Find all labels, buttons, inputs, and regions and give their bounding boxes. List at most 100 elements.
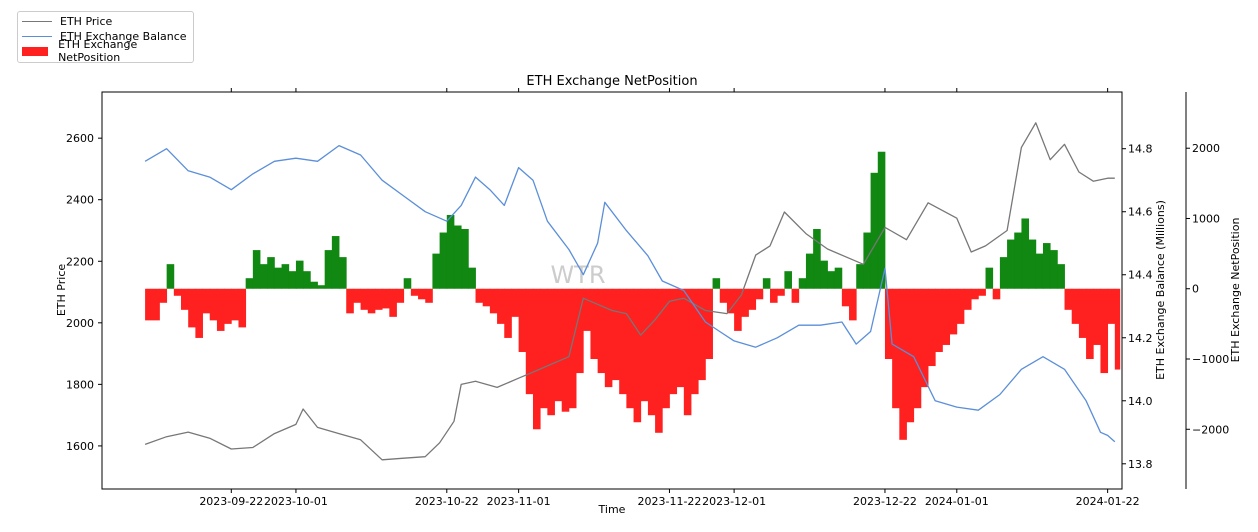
netposition-bar bbox=[1064, 288, 1073, 310]
netposition-bar bbox=[188, 288, 196, 328]
netposition-bar bbox=[181, 288, 189, 310]
legend-label-balance: ETH Exchange Balance bbox=[60, 29, 187, 43]
netposition-bar bbox=[971, 288, 979, 300]
netposition-bar bbox=[561, 288, 570, 412]
balance-line bbox=[144, 144, 1116, 443]
legend-swatch-price bbox=[22, 20, 52, 22]
netposition-bar bbox=[159, 288, 168, 303]
netposition-bar bbox=[288, 271, 297, 289]
netposition-bar bbox=[770, 288, 778, 303]
netposition-bar bbox=[834, 267, 843, 289]
netposition-bar bbox=[511, 288, 520, 317]
netposition-bar bbox=[777, 288, 785, 296]
x-tick-label: 2023-11-01 bbox=[487, 495, 551, 508]
netposition-bar bbox=[525, 288, 534, 395]
left-tick-label: 2400 bbox=[66, 194, 94, 207]
netposition-bar bbox=[956, 288, 965, 324]
x-axis-label: Time bbox=[598, 503, 626, 516]
netposition-bar bbox=[884, 288, 893, 360]
netposition-bar bbox=[310, 281, 318, 289]
netposition-bar bbox=[303, 271, 311, 289]
netposition-bar bbox=[324, 250, 333, 289]
netposition-bar bbox=[856, 264, 864, 289]
netposition-bar bbox=[446, 214, 455, 289]
netposition-bar bbox=[741, 288, 749, 317]
netposition-bar bbox=[403, 278, 412, 289]
netposition-bar bbox=[468, 267, 476, 289]
netposition-bar bbox=[1021, 218, 1030, 289]
x-tick-label: 2023-10-01 bbox=[264, 495, 328, 508]
netposition-bar bbox=[992, 288, 1001, 300]
netposition-bar bbox=[1100, 288, 1109, 374]
x-tick-label: 2024-01-22 bbox=[1076, 495, 1140, 508]
netposition-bar bbox=[935, 288, 943, 352]
left-tick-label: 2200 bbox=[66, 255, 94, 268]
left-tick-label: 1800 bbox=[66, 378, 94, 391]
netposition-bar bbox=[202, 288, 211, 314]
legend-label-price: ETH Price bbox=[60, 14, 113, 28]
y-axis-label-left: ETH Price bbox=[55, 264, 68, 317]
netposition-bar bbox=[317, 285, 326, 289]
netposition-bar bbox=[1078, 288, 1087, 338]
netposition-bar bbox=[504, 288, 512, 338]
netposition-bar bbox=[906, 288, 915, 423]
netposition-bar bbox=[870, 172, 879, 289]
netposition-bar bbox=[1093, 288, 1101, 345]
netposition-bar bbox=[892, 288, 900, 409]
x-tick-label: 2024-01-01 bbox=[925, 495, 989, 508]
netposition-bar bbox=[1035, 253, 1044, 289]
netposition-bar bbox=[748, 288, 757, 310]
netposition-bar bbox=[461, 229, 469, 289]
netposition-bar bbox=[568, 288, 577, 409]
right1-tick-label: 14.8 bbox=[1128, 143, 1153, 156]
netposition-bar bbox=[928, 288, 936, 367]
netposition-bar bbox=[978, 288, 986, 296]
netposition-bar bbox=[676, 288, 685, 388]
netposition-bar bbox=[1050, 250, 1058, 289]
netposition-bar bbox=[949, 288, 958, 335]
x-tick-label: 2023-10-22 bbox=[415, 495, 479, 508]
netposition-bars bbox=[145, 151, 1121, 440]
netposition-bar bbox=[590, 288, 599, 360]
right1-tick-label: 14.6 bbox=[1128, 206, 1153, 219]
right2-tick-label: 0 bbox=[1192, 283, 1199, 296]
netposition-bar bbox=[805, 253, 814, 289]
netposition-bar bbox=[583, 288, 591, 331]
netposition-bar bbox=[489, 288, 498, 314]
netposition-bar bbox=[734, 288, 742, 331]
legend-label-netposition: ETH Exchange NetPosition bbox=[58, 38, 138, 64]
netposition-bar bbox=[238, 288, 247, 328]
netposition-bar bbox=[410, 288, 419, 296]
netposition-bar bbox=[260, 264, 268, 289]
netposition-bar bbox=[453, 225, 462, 289]
netposition-bar bbox=[999, 257, 1008, 289]
netposition-bar bbox=[597, 288, 606, 374]
netposition-bar bbox=[1057, 264, 1065, 289]
netposition-bar bbox=[877, 151, 886, 289]
netposition-bar bbox=[640, 288, 649, 402]
x-tick-label: 2023-12-22 bbox=[853, 495, 917, 508]
netposition-bar bbox=[532, 288, 541, 430]
netposition-bar bbox=[942, 288, 951, 345]
netposition-bar bbox=[626, 288, 634, 409]
netposition-bar bbox=[195, 288, 203, 338]
netposition-bar bbox=[1107, 288, 1116, 324]
netposition-bar bbox=[691, 288, 699, 395]
netposition-bar bbox=[813, 229, 821, 289]
price-line bbox=[144, 122, 1115, 461]
netposition-bar bbox=[849, 288, 857, 321]
netposition-bar bbox=[899, 288, 907, 440]
netposition-bar bbox=[389, 288, 397, 317]
netposition-bar bbox=[755, 288, 764, 300]
netposition-bar bbox=[497, 288, 505, 324]
netposition-bar bbox=[295, 260, 304, 289]
netposition-bar bbox=[209, 288, 218, 321]
right1-tick-label: 14.2 bbox=[1128, 332, 1153, 345]
netposition-bar bbox=[762, 278, 771, 289]
netposition-bar bbox=[920, 288, 929, 388]
netposition-bar bbox=[547, 288, 555, 416]
netposition-bar bbox=[166, 264, 175, 289]
axes: 2023-09-22 2023-10-01 2023-10-22 2023-11-01… bbox=[66, 88, 1229, 508]
legend-item-price: ETH Price bbox=[18, 14, 112, 28]
